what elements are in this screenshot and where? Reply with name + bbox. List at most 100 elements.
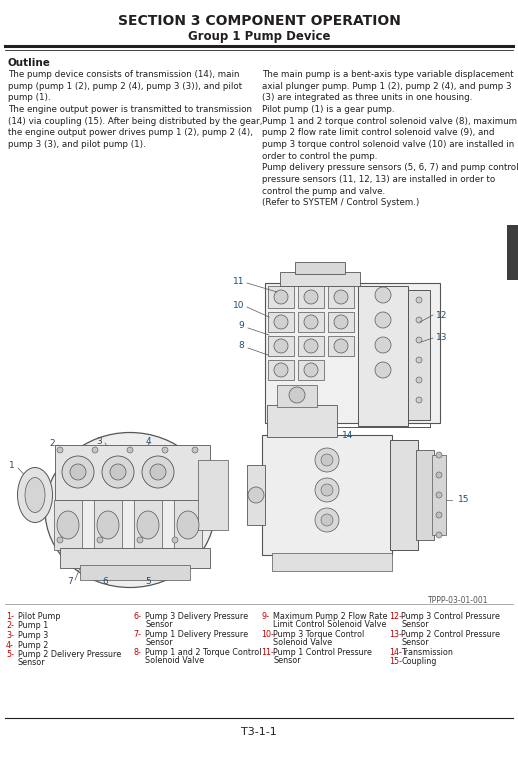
Text: Sensor: Sensor [145,638,172,647]
Text: 13-: 13- [389,630,402,639]
Text: 3-: 3- [6,631,14,640]
Circle shape [321,454,333,466]
Text: 8: 8 [238,341,244,351]
Text: Group 1 Pump Device: Group 1 Pump Device [188,30,330,43]
Bar [408,290,430,420]
Circle shape [436,472,442,478]
Bar [265,283,440,423]
Text: The pump device consists of transmission (14), main
pump (pump 1 (2), pump 2 (4): The pump device consists of transmission… [8,70,263,149]
Circle shape [192,447,198,453]
Text: 9: 9 [238,322,244,331]
Circle shape [416,357,422,363]
Text: Sensor: Sensor [145,620,172,629]
Text: 5: 5 [145,578,151,587]
Text: Pump 1: Pump 1 [18,622,48,630]
Text: 8-: 8- [133,648,141,657]
Bar [268,312,294,332]
Ellipse shape [18,468,52,523]
Text: Sensor: Sensor [401,638,428,647]
Circle shape [57,447,63,453]
Text: 4-: 4- [6,641,14,649]
Text: Sensor: Sensor [18,658,46,667]
Ellipse shape [177,511,199,539]
Circle shape [110,464,126,480]
Circle shape [137,537,143,543]
Circle shape [375,362,391,378]
Text: Pump 2 Delivery Pressure: Pump 2 Delivery Pressure [18,650,121,659]
Text: 15-: 15- [389,658,402,667]
Bar [358,286,408,426]
Circle shape [416,377,422,383]
Bar [298,360,324,380]
Text: 9-: 9- [261,612,269,621]
Text: 7-: 7- [133,630,141,639]
Bar [432,455,446,535]
Bar [134,500,162,550]
Circle shape [62,456,94,488]
Text: 10: 10 [233,300,244,309]
Circle shape [436,492,442,498]
Bar [262,435,392,555]
Text: The main pump is a bent-axis type variable displacement
axial plunger pump. Pump: The main pump is a bent-axis type variab… [262,70,518,207]
Bar [55,445,210,500]
Circle shape [92,447,98,453]
Circle shape [289,387,305,403]
Text: 13: 13 [436,332,448,341]
Circle shape [274,315,288,329]
Text: 11: 11 [233,277,244,286]
Text: TPPP-03-01-001: TPPP-03-01-001 [427,596,488,605]
Circle shape [248,487,264,503]
Circle shape [416,297,422,303]
Text: 11-: 11- [261,648,274,657]
Circle shape [375,337,391,353]
Bar [268,360,294,380]
Ellipse shape [45,433,215,588]
Text: Solenoid Valve: Solenoid Valve [145,656,204,665]
Circle shape [304,290,318,304]
Circle shape [142,456,174,488]
Circle shape [127,447,133,453]
Text: Pump 3 Control Pressure: Pump 3 Control Pressure [401,612,500,621]
Bar [268,286,294,308]
Circle shape [334,339,348,353]
Text: 15: 15 [458,495,469,504]
Text: 12-: 12- [389,612,402,621]
Bar [328,312,354,332]
Text: 12: 12 [436,310,448,319]
Bar [247,465,265,525]
Bar [277,385,317,407]
Circle shape [321,484,333,496]
Circle shape [416,317,422,323]
Text: 4: 4 [145,437,151,446]
Circle shape [304,315,318,329]
Text: 14: 14 [342,431,354,440]
Text: Pump 2 Control Pressure: Pump 2 Control Pressure [401,630,500,639]
Text: Maximum Pump 2 Flow Rate: Maximum Pump 2 Flow Rate [273,612,387,621]
Text: Limit Control Solenoid Valve: Limit Control Solenoid Valve [273,620,386,629]
Circle shape [172,537,178,543]
Bar [272,553,392,571]
Text: SECTION 3 COMPONENT OPERATION: SECTION 3 COMPONENT OPERATION [118,14,400,28]
Circle shape [304,363,318,377]
Text: 14-: 14- [389,648,402,657]
Bar [198,460,228,530]
Text: 7: 7 [67,578,73,587]
Text: 5-: 5- [6,650,14,659]
Circle shape [315,478,339,502]
Text: Transmission: Transmission [401,648,453,657]
Ellipse shape [57,511,79,539]
Bar [267,405,337,437]
Ellipse shape [25,478,45,513]
Text: Pump 2: Pump 2 [18,641,48,649]
Circle shape [375,312,391,328]
Text: 3: 3 [96,437,102,446]
Text: Pump 1 and 2 Torque Control: Pump 1 and 2 Torque Control [145,648,262,657]
Bar [416,450,434,540]
Circle shape [416,337,422,343]
Text: 2-: 2- [6,622,14,630]
Text: Pilot Pump: Pilot Pump [18,612,61,621]
Text: 6-: 6- [133,612,141,621]
Bar [298,336,324,356]
Bar [298,286,324,308]
Text: Sensor: Sensor [401,620,428,629]
